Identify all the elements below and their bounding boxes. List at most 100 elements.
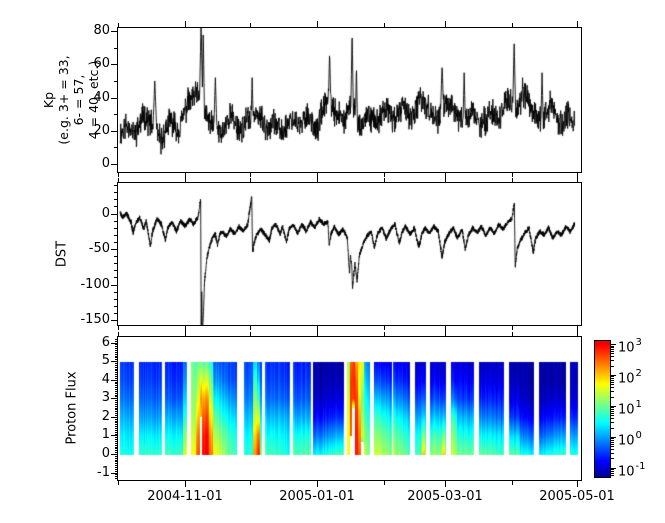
tick-mark [115,356,118,357]
tick-mark [118,481,119,485]
tick-mark [114,277,118,278]
kp-axis-label-line1: Kp [41,91,56,109]
tick-mark [611,397,614,398]
tick-mark [611,475,614,476]
tick-mark [111,214,118,215]
tick-mark [384,178,385,182]
tick-mark [611,366,614,367]
tick-mark [611,446,614,447]
tick-mark [577,326,578,332]
tick-mark [611,356,614,357]
tick-mark [115,378,118,379]
tick-mark [611,349,614,350]
tick-mark [317,481,318,487]
tick-mark [115,476,118,477]
tick-mark [611,444,614,445]
tick-mark [111,398,118,399]
tick-mark [577,481,578,487]
tick-mark [317,326,318,332]
tick-mark [118,326,119,330]
tick-mark [611,468,616,469]
tick-mark [115,421,118,422]
tick-mark [115,350,118,351]
colorbar-tick-label-1e1: 101 [618,399,642,418]
tick-mark [250,173,251,177]
tick-mark [611,471,614,472]
tick-mark [111,98,118,99]
tick-mark [115,396,118,397]
tick-mark [512,178,513,182]
tick-mark [111,361,118,362]
tick-mark [115,424,118,425]
tick-mark [611,376,614,377]
tick-mark [512,23,513,27]
tick-mark [115,382,118,383]
tick-mark [384,326,385,330]
tick-mark [611,406,616,407]
y-tick-label: 1 [101,427,110,443]
tick-mark [111,164,118,165]
tick-mark [611,351,614,352]
tick-mark [115,426,118,427]
tick-mark [114,228,118,229]
tick-mark [115,439,118,440]
tick-mark [611,353,614,354]
y-tick-label: 0 [101,205,110,221]
tick-mark [115,448,118,449]
tick-mark [611,391,614,392]
tick-mark [115,374,118,375]
tick-mark [445,21,446,27]
tick-mark [250,481,251,485]
tick-mark [115,443,118,444]
tick-mark [611,449,614,450]
x-tick-label-2005-05-01: 2005-05-01 [539,489,615,504]
tick-mark [115,376,118,377]
tick-mark [115,387,118,388]
x-tick-label-2005-03-01: 2005-03-01 [407,489,483,504]
tick-mark [114,270,118,271]
tick-mark [250,332,251,336]
y-tick-label: 4 [101,371,110,387]
tick-mark [114,81,118,82]
tick-mark [114,185,118,186]
tick-mark [115,432,118,433]
tick-mark [512,326,513,330]
tick-mark [118,178,119,182]
tick-mark [115,458,118,459]
tick-mark [115,383,118,384]
tick-mark [115,372,118,373]
y-tick-label: 0 [101,446,110,461]
y-tick-label: -50 [88,241,110,257]
x-tick-label-2004-11-01: 2004-11-01 [147,489,223,504]
tick-mark [445,330,446,336]
y-tick-label: -1 [97,464,110,480]
colorbar-tick-label-1e2: 102 [618,368,642,387]
tick-mark [115,447,118,448]
tick-mark [115,369,118,370]
tick-mark [384,481,385,485]
tick-mark [115,402,118,403]
tick-mark [114,221,118,222]
x-tick-label-2005-01-01: 2005-01-01 [279,489,355,504]
tick-mark [250,326,251,330]
tick-mark [115,409,118,410]
tick-mark [185,330,186,336]
y-tick-label: -100 [80,276,110,292]
tick-mark [185,326,186,332]
tick-mark [115,393,118,394]
tick-mark [115,359,118,360]
tick-mark [115,415,118,416]
tick-mark [114,313,118,314]
tick-mark [114,256,118,257]
tick-mark [512,173,513,177]
tick-mark [115,395,118,396]
tick-mark [111,417,118,418]
tick-mark [611,438,614,439]
tick-mark [115,430,118,431]
tick-mark [114,299,118,300]
tick-mark [611,387,614,388]
tick-mark [115,348,118,349]
tick-mark [115,346,118,347]
tick-mark [115,354,118,355]
